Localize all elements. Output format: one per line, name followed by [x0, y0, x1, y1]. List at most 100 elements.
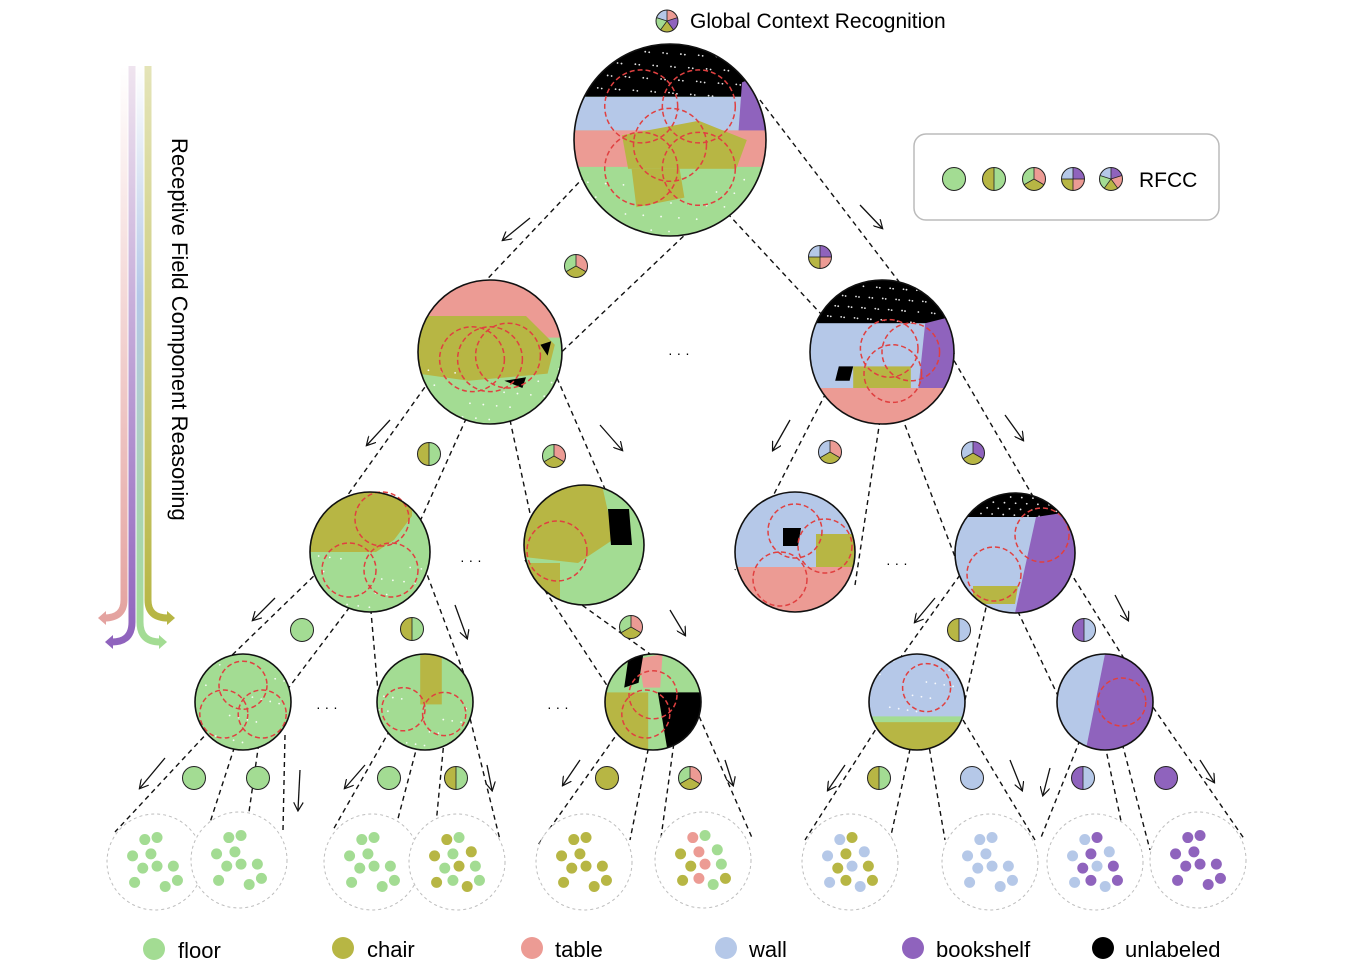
tree-icon-level3-2 — [619, 615, 643, 639]
leaf-cluster-8 — [1046, 813, 1144, 911]
title-pie-icon-slice — [667, 17, 678, 30]
speckle — [516, 392, 519, 395]
speckle — [819, 282, 822, 284]
connector-line-12 — [195, 569, 321, 691]
speckle — [383, 695, 385, 698]
speckle — [451, 719, 454, 722]
speckle — [614, 88, 617, 90]
speckle — [815, 292, 817, 295]
speckle — [877, 308, 880, 311]
speckle — [529, 393, 532, 396]
connector-line-40 — [1104, 744, 1126, 841]
speckle — [594, 60, 597, 63]
node-l3-e-outline — [1056, 653, 1154, 751]
rfcc-legend-icon-2-divider — [1023, 178, 1035, 186]
tree-icon-level4-3-slice — [456, 766, 468, 790]
rfcc-legend-icon-0 — [942, 167, 966, 191]
leaf-cluster-5 — [654, 811, 752, 909]
rfcc-legend-icon-3-slice — [1061, 179, 1073, 191]
leaf-point-chair — [596, 860, 608, 872]
speckle — [695, 218, 698, 221]
node-l3-c-outline — [604, 653, 702, 751]
speckle — [681, 79, 684, 82]
speckle — [209, 661, 212, 664]
speckle — [618, 88, 621, 91]
speckle — [825, 293, 828, 295]
ellipsis-markers: · · · · · · · · · · · · · · · — [316, 345, 908, 715]
speckle — [823, 304, 826, 307]
tree-icon-level2-1 — [542, 444, 566, 468]
tree-icon-level4-1 — [246, 766, 270, 790]
speckle — [697, 54, 700, 57]
tree-icon-level2-2-divider — [829, 451, 841, 459]
speckle — [1065, 498, 1068, 501]
leaf-point-floor — [447, 874, 459, 886]
speckle — [644, 50, 647, 53]
connector-line-30 — [467, 709, 501, 841]
speckle — [380, 578, 383, 580]
node-root-region-chair — [631, 168, 685, 208]
speckle — [920, 695, 923, 698]
rfcc-label: RFCC — [1139, 169, 1197, 192]
speckle — [715, 191, 718, 193]
leaf-point-chair — [862, 860, 874, 872]
speckle — [503, 391, 506, 394]
direction-arrow-11 — [140, 757, 166, 788]
leaf-point-clusters — [106, 811, 1247, 911]
ellipsis-l2-right: · · · — [886, 555, 908, 571]
tree-icon-level3-1-slice — [400, 617, 412, 641]
leaf-point-chair — [832, 862, 844, 874]
speckle — [340, 557, 342, 560]
speckle — [980, 512, 982, 515]
rfcc-legend: RFCC — [913, 133, 1220, 221]
speckle — [948, 669, 951, 672]
speckle — [832, 282, 835, 285]
side-arrowhead-green — [159, 635, 167, 649]
direction-arrow-8 — [669, 609, 685, 635]
tree-icon-level4-2-slice — [377, 766, 401, 790]
connector-line-26 — [282, 734, 286, 831]
leaf-point-floor — [235, 830, 247, 842]
node-root-receptive-field-ring — [661, 69, 737, 144]
legend-swatch-wall — [715, 937, 737, 959]
node-l3-b-receptive-field-ring — [381, 686, 426, 732]
speckle — [858, 296, 860, 298]
side-arrowhead-pink — [98, 611, 106, 625]
node-l3-a-receptive-field-ring — [237, 689, 287, 739]
speckle — [739, 84, 742, 86]
connector-line-5 — [377, 409, 471, 616]
direction-arrow-16 — [724, 759, 733, 785]
node-l3-c-receptive-field-ring — [628, 670, 678, 720]
speckle — [835, 283, 838, 286]
speckle — [701, 54, 704, 57]
leaf-point-chair — [685, 860, 697, 872]
legend-swatch-unlabeled — [1092, 937, 1114, 959]
leaf-point-wall — [1069, 876, 1081, 888]
leaf-point-floor — [376, 880, 388, 892]
speckle — [1020, 496, 1023, 499]
leaf-point-bookshelf — [1107, 860, 1119, 872]
node-l2-a-outline — [309, 491, 431, 613]
leaf-cluster-0 — [106, 813, 204, 911]
leaf-point-floor — [715, 858, 727, 870]
tree-icon-level2-0-slice — [417, 442, 429, 466]
connector-line-13 — [286, 599, 356, 691]
leaf-point-floor — [388, 874, 400, 886]
leaf-point-floor — [139, 834, 151, 846]
tree-icon-level4-4-outline — [595, 766, 619, 790]
tree-icon-level3-3-slice — [947, 618, 959, 642]
speckle — [400, 697, 403, 700]
leaf-point-floor — [251, 858, 263, 870]
legend-swatch-floor — [143, 938, 165, 960]
direction-arrow-18 — [1009, 759, 1022, 790]
speckle — [957, 670, 959, 673]
leaf-point-floor — [453, 832, 465, 844]
connector-line-27 — [332, 729, 391, 831]
tree-icon-level4-8-outline — [1071, 766, 1095, 790]
leaf-point-chair — [465, 846, 477, 858]
leaf-point-table — [693, 872, 705, 884]
legend-swatch-bookshelf — [902, 937, 924, 959]
tree-icon-level4-3 — [444, 766, 468, 790]
direction-arrow-3 — [599, 424, 622, 450]
node-l2-d — [954, 492, 1076, 614]
